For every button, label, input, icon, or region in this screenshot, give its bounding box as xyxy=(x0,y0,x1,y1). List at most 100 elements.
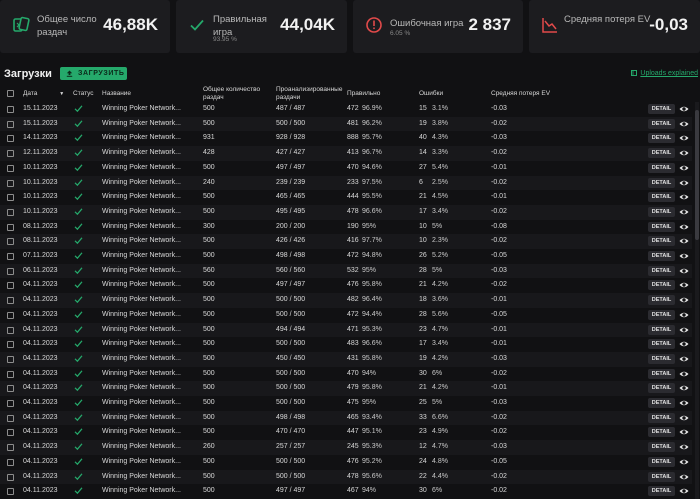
table-row[interactable]: 10.11.2023 Winning Poker Network... 500 495… xyxy=(0,204,692,220)
row-checkbox[interactable] xyxy=(7,458,14,466)
detail-button[interactable]: DETAIL xyxy=(648,133,675,144)
row-checkbox[interactable] xyxy=(7,488,14,496)
row-checkbox[interactable] xyxy=(7,370,14,378)
eye-icon[interactable] xyxy=(679,222,689,232)
column-status[interactable]: Статус xyxy=(73,90,94,97)
row-checkbox[interactable] xyxy=(7,179,14,187)
eye-icon[interactable] xyxy=(679,133,689,143)
detail-button[interactable]: DETAIL xyxy=(648,368,675,379)
uploads-explained-link[interactable]: Uploads explained xyxy=(631,70,698,77)
detail-button[interactable]: DETAIL xyxy=(648,148,675,159)
row-checkbox[interactable] xyxy=(7,400,14,407)
table-row[interactable]: 04.11.2023 Winning Poker Network... 500 500… xyxy=(0,469,692,485)
table-row[interactable]: 08.11.2023 Winning Poker Network... 300 200… xyxy=(0,220,692,235)
detail-button[interactable]: DETAIL xyxy=(648,192,675,203)
detail-button[interactable]: DETAIL xyxy=(648,309,675,320)
detail-button[interactable]: DETAIL xyxy=(648,265,675,276)
eye-icon[interactable] xyxy=(679,325,689,335)
table-scrollbar[interactable] xyxy=(695,102,699,499)
detail-button[interactable]: DETAIL xyxy=(648,162,675,173)
detail-button[interactable]: DETAIL xyxy=(648,177,675,188)
column-ev[interactable]: Средняя потеря EV xyxy=(491,90,551,97)
column-correct[interactable]: Правильно xyxy=(347,90,381,97)
detail-button[interactable]: DETAIL xyxy=(648,280,675,291)
select-all-checkbox[interactable] xyxy=(7,90,14,97)
detail-button[interactable]: DETAIL xyxy=(648,295,675,306)
eye-icon[interactable] xyxy=(679,251,689,261)
row-checkbox[interactable] xyxy=(7,267,14,275)
detail-button[interactable]: DETAIL xyxy=(648,104,675,114)
detail-button[interactable]: DETAIL xyxy=(648,383,675,394)
column-date[interactable]: Дата ▼ xyxy=(23,90,64,98)
row-checkbox[interactable] xyxy=(7,444,14,452)
table-row[interactable]: 07.11.2023 Winning Poker Network... 500 498… xyxy=(0,249,692,264)
eye-icon[interactable] xyxy=(679,295,689,305)
detail-button[interactable]: DETAIL xyxy=(648,471,675,482)
table-row[interactable]: 04.11.2023 Winning Poker Network... 500 498… xyxy=(0,410,692,426)
row-checkbox[interactable] xyxy=(7,238,14,246)
table-row[interactable]: 04.11.2023 Winning Poker Network... 500 500… xyxy=(0,337,692,352)
table-row[interactable]: 04.11.2023 Winning Poker Network... 500 500… xyxy=(0,308,692,323)
table-row[interactable]: 10.11.2023 Winning Poker Network... 240 239… xyxy=(0,175,692,191)
eye-icon[interactable] xyxy=(679,486,689,496)
table-row[interactable]: 04.11.2023 Winning Poker Network... 500 500… xyxy=(0,381,692,396)
eye-icon[interactable] xyxy=(679,383,689,393)
eye-icon[interactable] xyxy=(679,148,689,158)
eye-icon[interactable] xyxy=(679,442,689,452)
table-row[interactable]: 08.11.2023 Winning Poker Network... 500 426… xyxy=(0,234,692,249)
row-checkbox[interactable] xyxy=(7,223,14,231)
table-row[interactable]: 04.11.2023 Winning Poker Network... 500 500… xyxy=(0,293,692,308)
eye-icon[interactable] xyxy=(679,398,689,408)
table-row[interactable]: 12.11.2023 Winning Poker Network... 428 427… xyxy=(0,146,692,161)
detail-button[interactable]: DETAIL xyxy=(648,456,675,467)
table-row[interactable]: 04.11.2023 Winning Poker Network... 260 257… xyxy=(0,440,692,455)
row-checkbox[interactable] xyxy=(7,282,14,290)
row-checkbox[interactable] xyxy=(7,120,14,128)
table-row[interactable]: 14.11.2023 Winning Poker Network... 931 928… xyxy=(0,131,692,146)
table-row[interactable]: 10.11.2023 Winning Poker Network... 500 465… xyxy=(0,190,692,205)
table-row[interactable]: 04.11.2023 Winning Poker Network... 500 494… xyxy=(0,322,692,338)
detail-button[interactable]: DETAIL xyxy=(648,442,675,453)
table-row[interactable]: 04.11.2023 Winning Poker Network... 500 500… xyxy=(0,455,692,470)
table-row[interactable]: 15.11.2023 Winning Poker Network... 500 487… xyxy=(0,102,692,117)
row-checkbox[interactable] xyxy=(7,355,14,363)
scrollbar-thumb[interactable] xyxy=(695,110,699,240)
eye-icon[interactable] xyxy=(679,280,689,290)
table-row[interactable]: 04.11.2023 Winning Poker Network... 500 500… xyxy=(0,367,692,382)
row-checkbox[interactable] xyxy=(7,297,14,305)
upload-button[interactable]: ЗАГРУЗИТЬ xyxy=(60,67,127,80)
eye-icon[interactable] xyxy=(679,178,689,188)
row-checkbox[interactable] xyxy=(7,385,14,393)
detail-button[interactable]: DETAIL xyxy=(648,486,675,497)
detail-button[interactable]: DETAIL xyxy=(648,118,675,129)
detail-button[interactable]: DETAIL xyxy=(648,412,675,423)
detail-button[interactable]: DETAIL xyxy=(648,398,675,408)
eye-icon[interactable] xyxy=(679,119,689,129)
column-errors[interactable]: Ошибки xyxy=(419,90,444,97)
row-checkbox[interactable] xyxy=(7,135,14,143)
eye-icon[interactable] xyxy=(679,472,689,482)
detail-button[interactable]: DETAIL xyxy=(648,353,675,364)
eye-icon[interactable] xyxy=(679,192,689,202)
table-row[interactable]: 10.11.2023 Winning Poker Network... 500 497… xyxy=(0,161,692,176)
column-name[interactable]: Название xyxy=(102,90,132,97)
eye-icon[interactable] xyxy=(679,310,689,320)
row-checkbox[interactable] xyxy=(7,326,14,334)
table-row[interactable]: 04.11.2023 Winning Poker Network... 500 470… xyxy=(0,425,692,440)
eye-icon[interactable] xyxy=(679,413,689,423)
row-checkbox[interactable] xyxy=(7,208,14,216)
detail-button[interactable]: DETAIL xyxy=(648,206,675,217)
table-row[interactable]: 04.11.2023 Winning Poker Network... 500 450… xyxy=(0,351,692,367)
row-checkbox[interactable] xyxy=(7,253,14,260)
eye-icon[interactable] xyxy=(679,354,689,364)
eye-icon[interactable] xyxy=(679,427,689,437)
table-row[interactable]: 15.11.2023 Winning Poker Network... 500 500… xyxy=(0,116,692,132)
row-checkbox[interactable] xyxy=(7,311,14,319)
table-row[interactable]: 04.11.2023 Winning Poker Network... 500 500… xyxy=(0,396,692,411)
row-checkbox[interactable] xyxy=(7,164,14,172)
detail-button[interactable]: DETAIL xyxy=(648,251,675,261)
row-checkbox[interactable] xyxy=(7,150,14,158)
detail-button[interactable]: DETAIL xyxy=(648,339,675,350)
eye-icon[interactable] xyxy=(679,236,689,246)
row-checkbox[interactable] xyxy=(7,194,14,202)
